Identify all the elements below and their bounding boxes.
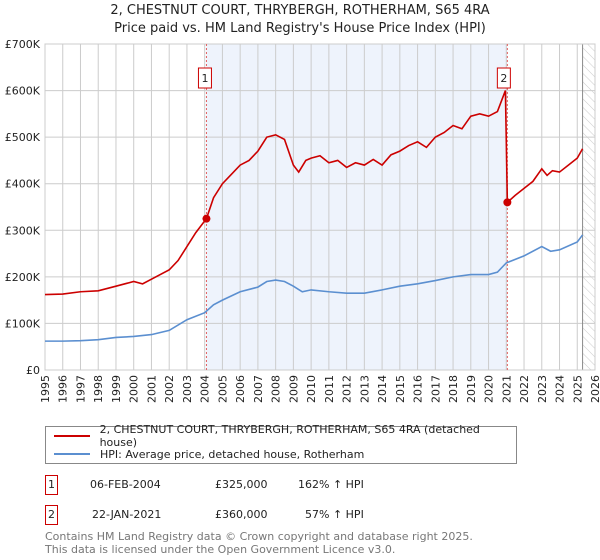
x-tick-label: 2002: [163, 375, 176, 403]
y-tick-label: £0: [26, 364, 40, 377]
y-tick-label: £300K: [5, 224, 41, 237]
x-tick-label: 2001: [145, 375, 158, 403]
sale-date: 06-FEB-2004: [90, 478, 161, 491]
y-tick-label: £500K: [5, 131, 41, 144]
sale-badge: 2: [45, 505, 58, 525]
chart-title: 2, CHESTNUT COURT, THRYBERGH, ROTHERHAM,…: [110, 3, 490, 18]
plot-border: [44, 43, 596, 371]
x-tick-label: 1996: [57, 375, 70, 403]
sale-label: 1: [201, 72, 208, 85]
x-tick-label: 2025: [571, 375, 584, 403]
x-tick-label: 2000: [128, 375, 141, 403]
footer-line1: Contains HM Land Registry data © Crown c…: [45, 530, 473, 543]
sale-label-box: [197, 67, 212, 89]
chart-subtitle: Price paid vs. HM Land Registry's House …: [114, 21, 486, 36]
y-tick-label: £600K: [5, 85, 41, 98]
x-tick-label: 2014: [376, 375, 389, 403]
x-tick-label: 2003: [181, 375, 194, 403]
hpi-line: [45, 234, 584, 342]
legend-label: HPI: Average price, detached house, Roth…: [100, 447, 365, 461]
x-tick-label: 2009: [287, 375, 300, 403]
x-tick-label: 2017: [429, 375, 442, 403]
sale-price: £360,000: [215, 508, 268, 521]
sale-price: £325,000: [215, 478, 268, 491]
y-tick-label: £400K: [5, 178, 41, 191]
legend: 2, CHESTNUT COURT, THRYBERGH, ROTHERHAM,…: [45, 423, 517, 464]
legend-swatch-blue: [54, 453, 90, 455]
sale-date: 22-JAN-2021: [92, 508, 162, 521]
y-tick-label: £200K: [5, 271, 41, 284]
x-tick-label: 2022: [518, 375, 531, 403]
sale-point: [503, 198, 512, 207]
x-tick-label: 2007: [252, 375, 265, 403]
x-tick-label: 1998: [92, 375, 105, 403]
x-tick-label: 2026: [589, 375, 600, 403]
sale-row: 2 22-JAN-2021 £360,000 57% ↑ HPI: [45, 505, 545, 527]
sale-hpi: 57% ↑ HPI: [305, 508, 364, 521]
x-tick-label: 1997: [74, 375, 87, 403]
sale-row: 1 06-FEB-2004 £325,000 162% ↑ HPI: [45, 475, 545, 497]
x-tick-label: 2018: [447, 375, 460, 403]
x-tick-label: 2021: [500, 375, 513, 403]
sale-label: 2: [500, 72, 507, 85]
x-tick-label: 1999: [110, 375, 123, 403]
legend-item-hpi: HPI: Average price, detached house, Roth…: [54, 446, 364, 462]
x-tick-label: 2020: [483, 375, 496, 403]
x-tick-label: 1995: [39, 375, 52, 403]
x-tick-label: 2013: [358, 375, 371, 403]
sale-hpi: 162% ↑ HPI: [298, 478, 364, 491]
x-tick-label: 2010: [305, 375, 318, 403]
x-tick-label: 2023: [536, 375, 549, 403]
x-tick-label: 2019: [465, 375, 478, 403]
x-tick-label: 2024: [554, 375, 567, 403]
footer-line2: This data is licensed under the Open Gov…: [45, 543, 396, 556]
plot-area: 1995 1996 1997 1998 1999 2000 2001 2002 2003 2004…: [5, 38, 600, 403]
sale-label-box: [496, 67, 511, 89]
x-tick-label: 2004: [199, 375, 212, 403]
footer: Contains HM Land Registry data © Crown c…: [45, 530, 473, 556]
legend-swatch-red: [54, 435, 90, 437]
sale-point: [202, 214, 211, 223]
hatched-region: [582, 44, 595, 370]
x-tick-label: 2006: [234, 375, 247, 403]
x-tick-label: 2005: [216, 375, 229, 403]
x-tick-label: 2015: [394, 375, 407, 403]
y-tick-label: £700K: [5, 38, 41, 51]
sale-badge: 1: [45, 475, 58, 495]
shaded-region: [206, 44, 508, 370]
x-tick-label: 2012: [341, 375, 354, 403]
x-tick-label: 2011: [323, 375, 336, 403]
x-tick-label: 2008: [270, 375, 283, 403]
legend-item-property: 2, CHESTNUT COURT, THRYBERGH, ROTHERHAM,…: [54, 423, 516, 449]
x-tick-label: 2016: [412, 375, 425, 403]
y-tick-label: £100K: [5, 317, 41, 330]
legend-label: 2, CHESTNUT COURT, THRYBERGH, ROTHERHAM,…: [99, 423, 480, 449]
